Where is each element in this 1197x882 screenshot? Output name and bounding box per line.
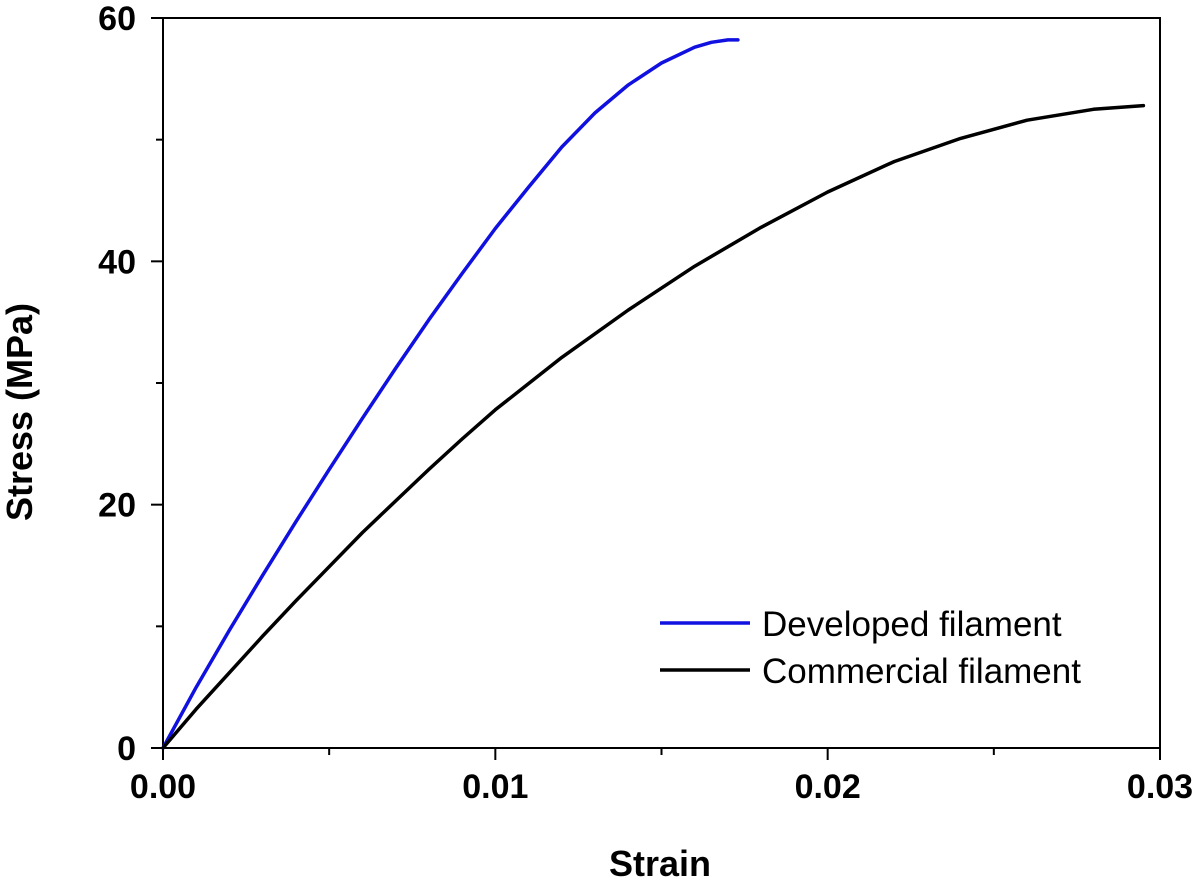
y-tick-label: 40 [98,243,136,281]
series-line-commercial-filament [161,103,1146,750]
legend-label-developed-filament: Developed filament [762,605,1062,644]
x-tick-label: 0.01 [462,768,528,806]
data-series [161,38,1146,750]
tick-labels: 0.00 0.01 0.02 0.03 0 20 40 60 [98,0,1193,806]
x-tick-label: 0.02 [795,768,861,806]
legend: Developed filament Commercial filament [660,605,1081,691]
y-tick-label: 60 [98,0,136,38]
x-tick-label: 0.03 [1127,768,1193,806]
y-tick-label: 20 [98,487,136,525]
y-tick-label: 0 [117,730,136,768]
legend-label-commercial-filament: Commercial filament [762,652,1081,691]
tick-marks [151,17,1161,760]
x-tick-label: 0.00 [130,768,196,806]
y-axis-title: Stress (MPa) [0,303,40,521]
x-axis-title: Strain [609,843,711,882]
series-line-developed-filament [161,38,740,750]
